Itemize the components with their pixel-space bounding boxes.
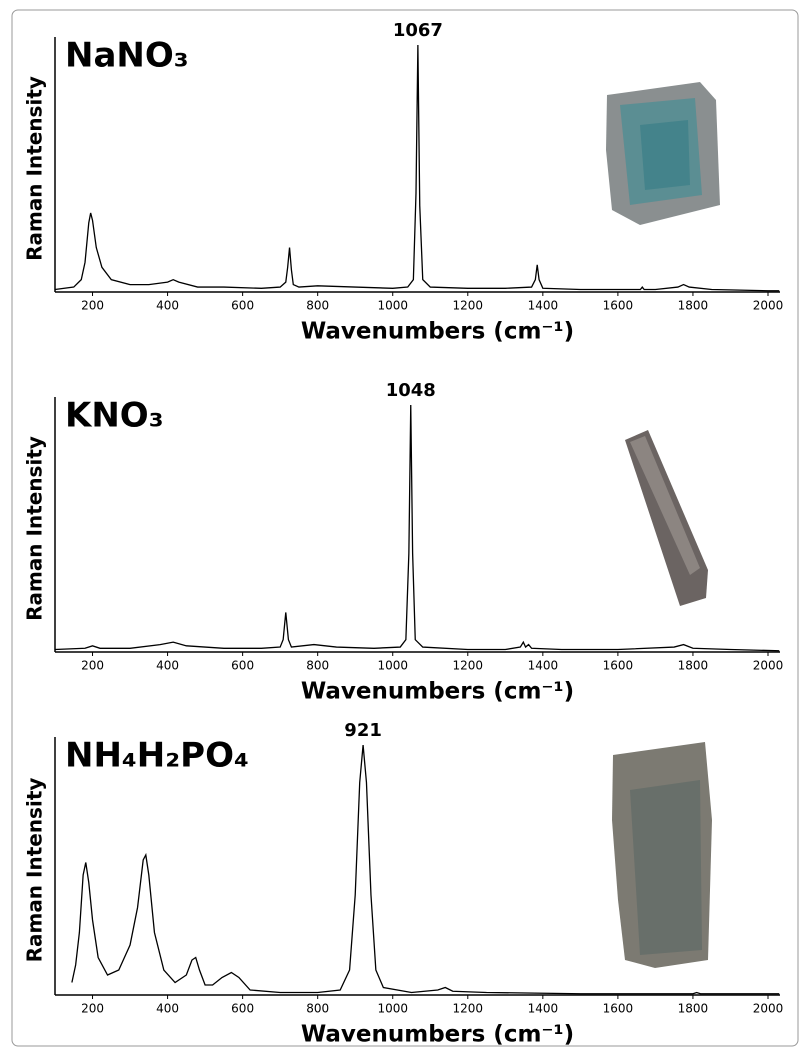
x-tick-label: 1800 xyxy=(678,1002,709,1016)
x-tick-label: 800 xyxy=(306,659,329,673)
figure: 200 400 600 800 1000 1200 1400 1600 1800 2000 1067… xyxy=(0,0,801,1050)
x-tick-label: 1000 xyxy=(377,299,408,313)
x-tick-label: 200 xyxy=(81,659,104,673)
x-tick-label: 800 xyxy=(306,299,329,313)
panel-title: NaNO₃ xyxy=(65,36,189,76)
x-tick-label: 200 xyxy=(81,1002,104,1016)
x-tick-label: 2000 xyxy=(753,1002,784,1016)
x-tick-label: 1200 xyxy=(453,1002,484,1016)
x-tick-label: 1400 xyxy=(528,659,559,673)
x-tick-label: 1400 xyxy=(528,1002,559,1016)
x-axis-label: Wavenumbers (cm⁻¹) xyxy=(301,679,574,705)
x-tick-label: 1600 xyxy=(603,659,634,673)
y-axis-label: Raman Intensity xyxy=(23,778,47,963)
x-tick-label: 1000 xyxy=(377,1002,408,1016)
x-tick-label: 1800 xyxy=(678,299,709,313)
panel-title: NH₄H₂PO₄ xyxy=(65,736,249,776)
x-tick-label: 800 xyxy=(306,1002,329,1016)
page: 200 400 600 800 1000 1200 1400 1600 1800 2000 1067… xyxy=(0,0,801,1054)
x-tick-label: 600 xyxy=(231,1002,254,1016)
x-tick-label: 400 xyxy=(156,1002,179,1016)
crystal-image xyxy=(606,82,720,225)
x-tick-label: 200 xyxy=(81,299,104,313)
x-tick-label: 400 xyxy=(156,659,179,673)
panel-title: KNO₃ xyxy=(65,396,164,436)
x-tick-label: 2000 xyxy=(753,659,784,673)
y-axis-label: Raman Intensity xyxy=(23,436,47,621)
x-axis-label: Wavenumbers (cm⁻¹) xyxy=(301,1022,574,1048)
x-tick-label: 600 xyxy=(231,659,254,673)
x-tick-label: 600 xyxy=(231,299,254,313)
x-tick-label: 1600 xyxy=(603,299,634,313)
x-tick-label: 1600 xyxy=(603,1002,634,1016)
x-tick-label: 400 xyxy=(156,299,179,313)
x-tick-label: 1000 xyxy=(377,659,408,673)
x-tick-label: 2000 xyxy=(753,299,784,313)
crystal-image xyxy=(625,430,708,606)
y-axis-label: Raman Intensity xyxy=(23,76,47,261)
x-axis-label: Wavenumbers (cm⁻¹) xyxy=(301,319,574,345)
x-tick-label: 1400 xyxy=(528,299,559,313)
x-tick-label: 1200 xyxy=(453,659,484,673)
crystal-image xyxy=(612,742,712,968)
peak-label: 1067 xyxy=(393,20,443,41)
x-tick-label: 1800 xyxy=(678,659,709,673)
peak-label: 921 xyxy=(344,720,382,741)
peak-label: 1048 xyxy=(386,380,436,401)
x-tick-label: 1200 xyxy=(453,299,484,313)
